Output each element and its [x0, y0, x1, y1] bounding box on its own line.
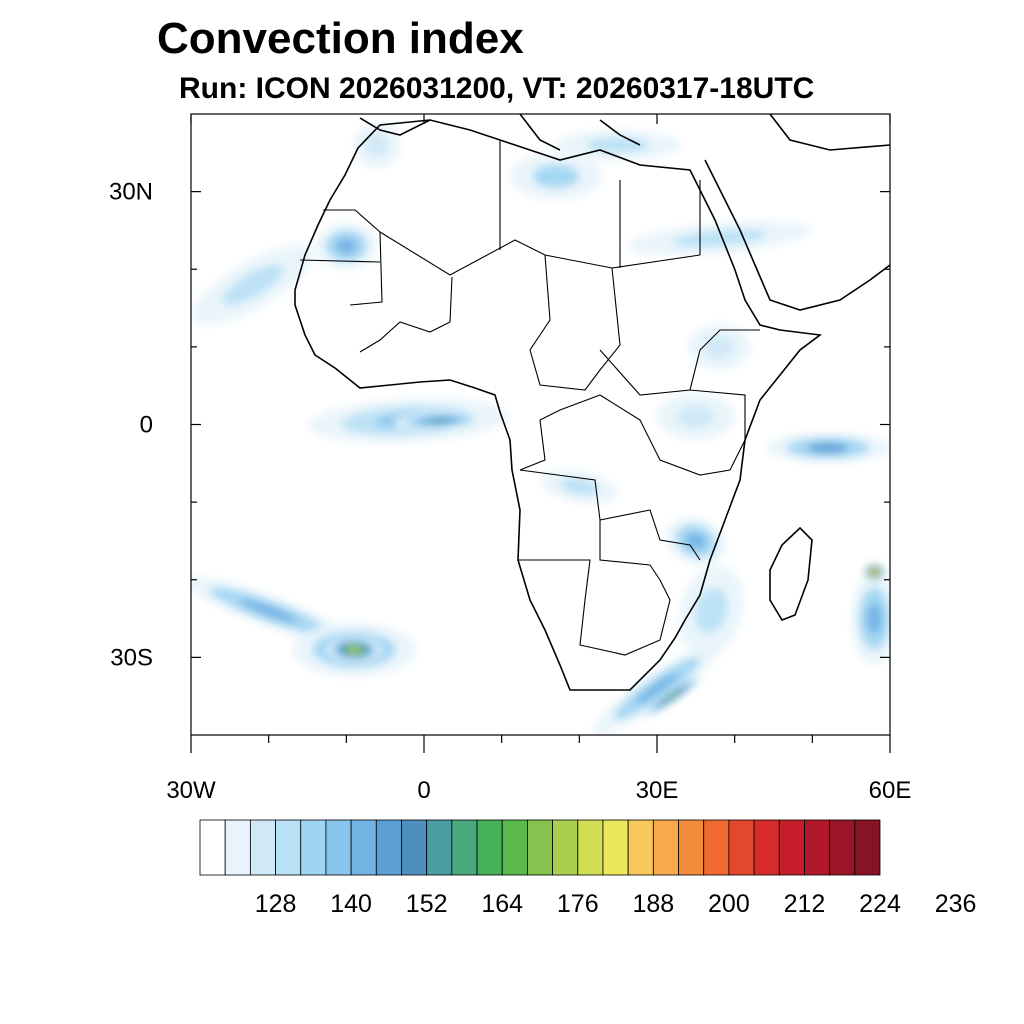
colorbar-swatch [426, 819, 453, 876]
blob-south-atlantic-band [239, 599, 298, 623]
convection-field-layer [191, 121, 890, 735]
colorbar-swatch [804, 819, 831, 876]
colorbar-swatch [375, 819, 402, 876]
colorbar-swatch [275, 819, 302, 876]
colorbar-swatch [829, 819, 856, 876]
lat-tick-label: 30N [109, 179, 153, 206]
colorbar-label: 140 [330, 890, 372, 918]
lon-tick-label: 30W [166, 777, 216, 804]
colorbar-swatch [401, 819, 428, 876]
lat-tick-label: 0 [140, 412, 153, 439]
lon-tick-label: 0 [417, 777, 430, 804]
blob-western-sahara [335, 238, 357, 254]
colorbar-swatch [678, 819, 705, 876]
colorbar-swatch [778, 819, 805, 876]
colorbar-swatch [325, 819, 352, 876]
lat-tick-label: 30S [110, 644, 153, 671]
chart-subtitle: Run: ICON 2026031200, VT: 20260317-18UTC [179, 72, 815, 105]
colorbar-swatch [300, 819, 327, 876]
colorbar-swatch [552, 819, 579, 876]
arabia-coastline [704, 159, 890, 311]
colorbar-swatch [501, 819, 528, 876]
blob-south-africa-band [635, 672, 679, 704]
blob-indian-ocean-equator [807, 442, 849, 453]
country-borders-layer [299, 140, 760, 656]
colorbar-swatch [602, 819, 629, 876]
colorbar-label: 176 [557, 890, 599, 918]
colorbar-swatch [527, 819, 553, 876]
colorbar-swatch [249, 819, 276, 876]
colorbar-label: 224 [859, 890, 901, 918]
colorbar-swatch [199, 819, 226, 876]
colorbar-swatch [627, 819, 654, 876]
colorbar-label: 200 [708, 890, 750, 918]
madagascar-coastline [769, 526, 813, 621]
blob-iberia [365, 133, 390, 157]
colorbar-label: 152 [406, 890, 448, 918]
blob-mozambique [685, 532, 706, 550]
blob-gulf-of-guinea-core [427, 418, 452, 424]
colorbar-swatch [728, 819, 755, 876]
lon-tick-label: 30E [636, 777, 679, 804]
colorbar-swatch [753, 819, 780, 876]
europe-coastline [359, 114, 890, 151]
colorbar-label: 188 [632, 890, 674, 918]
colorbar-swatch [703, 819, 730, 876]
blob-east-africa [676, 405, 716, 429]
blob-congo-basin [560, 478, 599, 495]
coastlines-layer [294, 114, 890, 691]
africa-coastline [294, 119, 823, 691]
colorbar-label: 128 [255, 890, 297, 918]
blob-wafrica-atlantic-band [222, 264, 284, 305]
blob-south-africa-core [664, 690, 681, 702]
colorbar: 128 140 152 164 176 188 200 212 224 236 [199, 819, 977, 918]
blob-indian-ocean-east [866, 603, 883, 635]
colorbar-label: 212 [784, 890, 826, 918]
blob-south-atlantic-core [348, 647, 360, 653]
colorbar-swatch [451, 819, 478, 876]
axis-ticks [190, 114, 891, 753]
blob-mozambique-channel [695, 587, 728, 634]
blob-indian-ocean-core [872, 570, 877, 574]
colorbar-label: 236 [935, 890, 977, 918]
colorbar-swatch [350, 819, 377, 876]
blob-libya-coast [532, 164, 580, 188]
colorbar-swatch [854, 819, 881, 876]
lon-tick-label: 60E [869, 777, 912, 804]
axis-labels: 30N 0 30S 30W 0 30E 60E [109, 179, 911, 804]
chart-title: Convection index [157, 14, 524, 63]
colorbar-label: 164 [481, 890, 523, 918]
colorbar-swatch [224, 819, 251, 876]
colorbar-swatch [577, 819, 604, 876]
colorbar-swatch [652, 819, 679, 876]
blob-ethiopia [703, 335, 735, 359]
colorbar-swatch [476, 819, 503, 876]
